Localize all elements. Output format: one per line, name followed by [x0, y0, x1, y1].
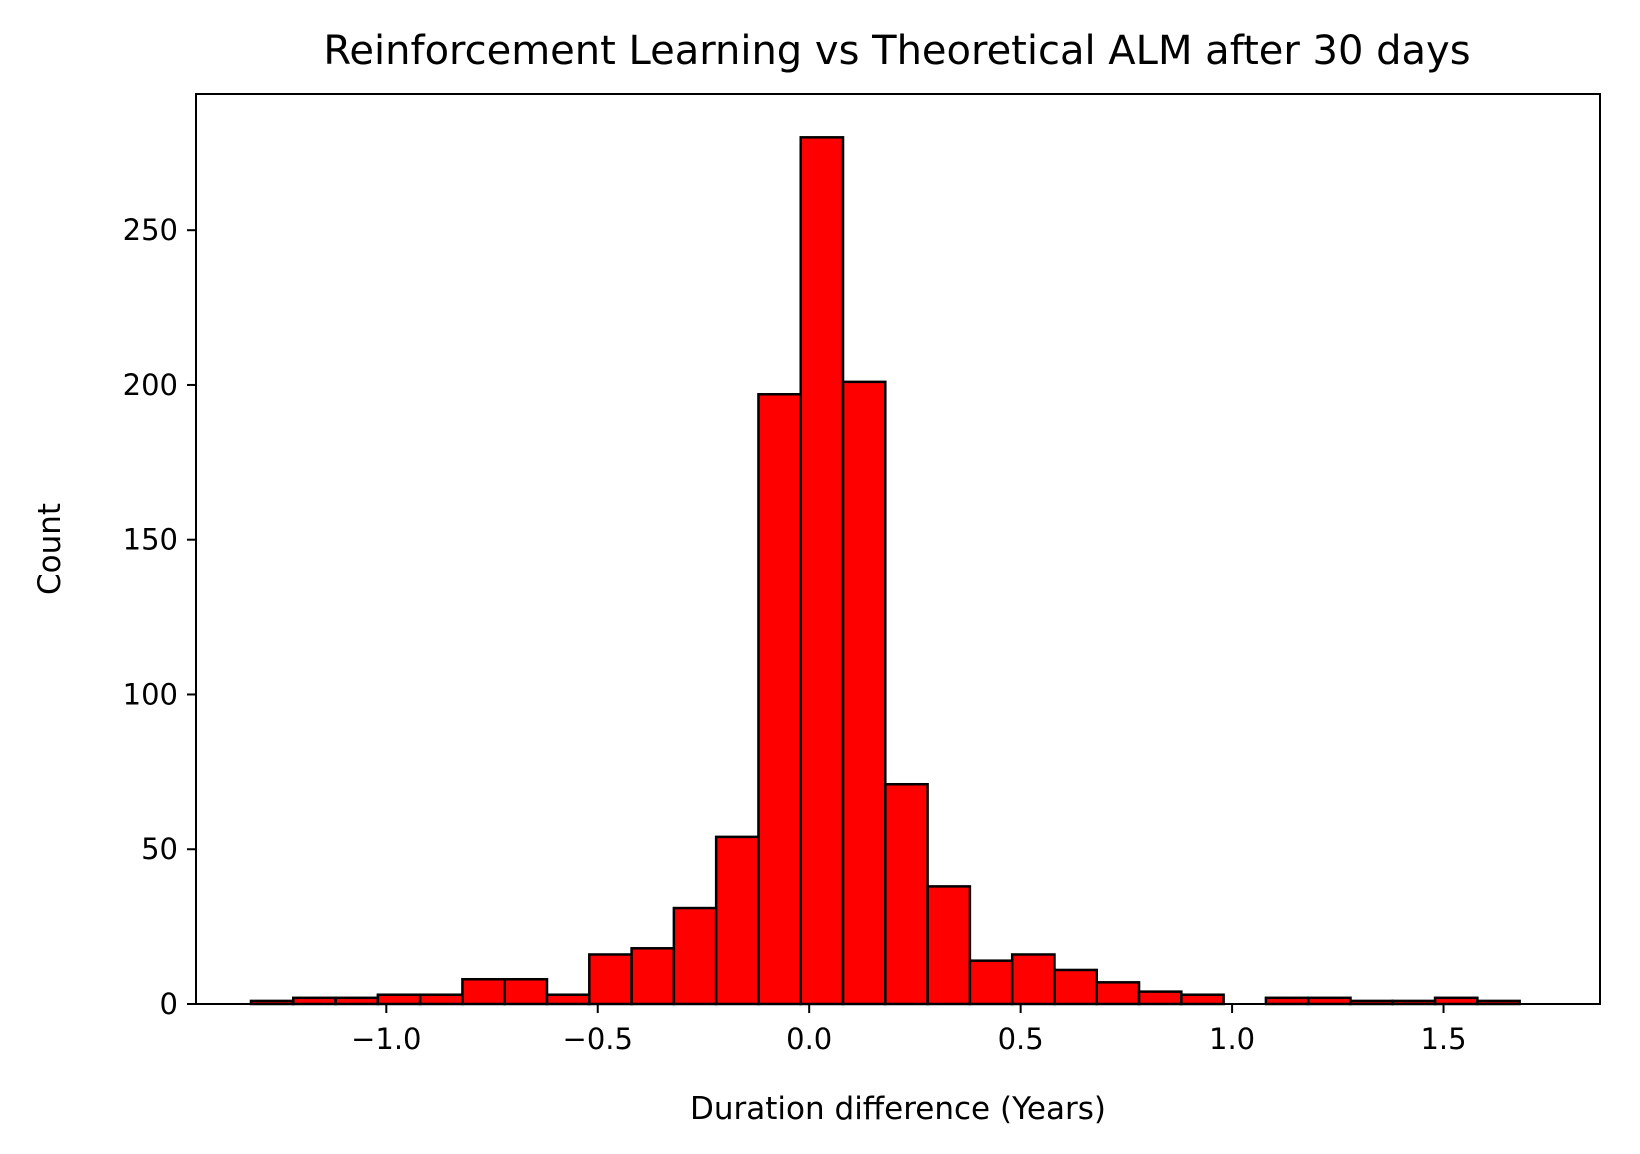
histogram-bar-16 — [926, 885, 972, 1006]
histogram-bar-7 — [545, 993, 591, 1006]
histogram-bar-15 — [884, 782, 929, 1006]
plot-frame — [195, 93, 1601, 1005]
histogram-bar-18 — [1010, 953, 1056, 1006]
x-axis-label: Duration difference (Years) — [690, 1091, 1106, 1127]
y-tick-label: 150 — [123, 523, 178, 557]
histogram-bar-22 — [1180, 993, 1225, 1006]
y-tick-label: 50 — [141, 832, 178, 866]
y-axis-ticks: 0 50 100 150 200 250 — [123, 213, 196, 1021]
x-tick-label: 1.5 — [1420, 1022, 1466, 1056]
histogram-bar-20 — [1095, 981, 1141, 1006]
y-tick-label: 200 — [123, 368, 178, 402]
x-tick-label: 1.0 — [1209, 1022, 1255, 1056]
histogram-bar-14 — [841, 380, 887, 1006]
x-axis-ticks: −1.0 −0.5 0.0 0.5 1.0 1.5 — [351, 1004, 1467, 1056]
histogram-bar-9 — [630, 947, 676, 1006]
histogram-bar-13 — [799, 136, 845, 1006]
histogram-bar-4 — [418, 993, 464, 1006]
y-tick-label: 250 — [123, 213, 178, 247]
histogram-bar-6 — [503, 977, 549, 1006]
x-tick-label: 0.0 — [786, 1022, 832, 1056]
histogram-bar-8 — [588, 953, 633, 1006]
histogram-bar-12 — [757, 392, 802, 1006]
y-tick-label: 100 — [123, 677, 178, 711]
x-tick-label: 0.5 — [998, 1022, 1044, 1056]
histogram-bar-19 — [1053, 968, 1099, 1006]
histogram-bar-21 — [1137, 990, 1183, 1006]
x-tick-label: −1.0 — [351, 1022, 421, 1056]
y-tick-label: 0 — [160, 987, 178, 1021]
histogram-bar-5 — [461, 977, 506, 1006]
histogram-bar-11 — [714, 835, 760, 1006]
histogram-bar-3 — [376, 993, 422, 1006]
y-axis-label: Count — [32, 503, 68, 595]
chart-title: Reinforcement Learning vs Theoretical AL… — [323, 28, 1470, 74]
histogram-bar-10 — [672, 906, 718, 1006]
histogram-bar-17 — [968, 959, 1014, 1006]
histogram-bars — [249, 136, 1521, 1006]
x-tick-label: −0.5 — [563, 1022, 633, 1056]
